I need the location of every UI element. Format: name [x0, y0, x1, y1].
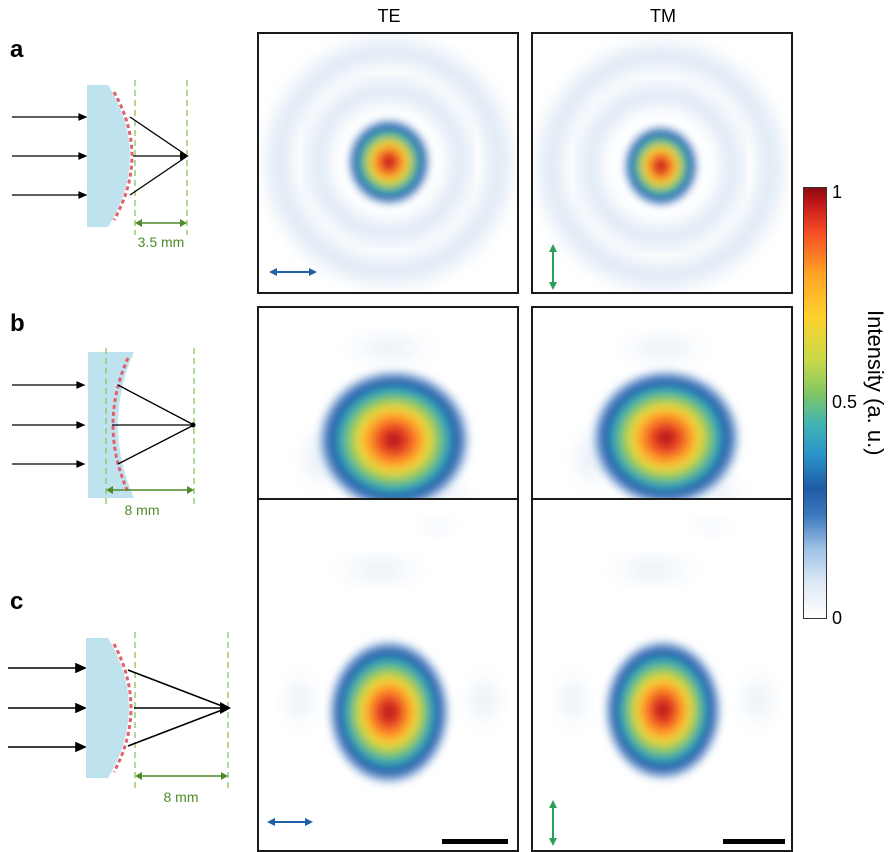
tm-polarization-arrow [549, 800, 557, 846]
lens-shape [88, 352, 134, 498]
beam-profile-c-te [257, 498, 519, 852]
metasurface-line [111, 357, 130, 493]
schematic-c: 8 mm [8, 632, 231, 805]
te-polarization-arrow [269, 268, 317, 276]
schematic-a: 3.5 mm [12, 80, 189, 250]
dimension-label-c: 8 mm [164, 789, 199, 805]
beam-profile-a-te [257, 32, 519, 294]
metasurface-line [112, 91, 134, 221]
scale-bar [442, 839, 508, 844]
row-label-a: a [10, 36, 24, 63]
dimension-label-a: 3.5 mm [138, 234, 185, 250]
lens-shape [87, 85, 130, 227]
beam-profile-c-tm [531, 498, 793, 852]
column-title-te: TE [377, 6, 401, 26]
beam-profile-a-tm [531, 32, 793, 294]
schematic-b: 8 mm [12, 348, 196, 518]
te-polarization-arrow [267, 818, 313, 826]
row-label-b: b [10, 310, 25, 337]
tm-polarization-arrow [549, 244, 557, 290]
column-title-tm: TM [650, 6, 676, 26]
row-label-c: c [10, 588, 24, 615]
intensity-colorbar [803, 187, 827, 619]
metasurface-line [112, 643, 133, 773]
colorbar-tick-min: 0 [832, 608, 843, 628]
lens-shape [86, 638, 129, 778]
dimension-label-b: 8 mm [125, 502, 160, 518]
colorbar-label: Intensity (a. u.) [863, 310, 888, 456]
colorbar-tick-max: 1 [832, 182, 843, 202]
colorbar-tick-mid: 0.5 [832, 392, 858, 412]
scale-bar [723, 839, 785, 844]
